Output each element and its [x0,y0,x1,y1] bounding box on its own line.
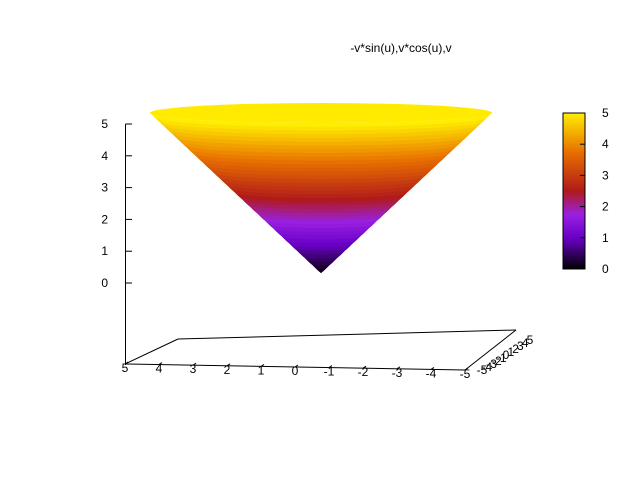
x-tick-mark [362,365,367,369]
x-tick-mark [294,364,299,368]
y-axis-line [464,329,517,371]
cone-surface [150,103,492,273]
z-axis-ticks: 0 1 2 3 4 5 [101,117,132,290]
x-tick-mark [192,362,197,366]
x-tick-label: -2 [358,365,369,379]
x-tick-mark [158,362,163,366]
x-axis-ticks: 5 4 3 2 1 0 -1 -2 -3 -4 -5 [122,361,471,381]
y-tick-label: 1 [507,345,514,359]
x-tick-label: -5 [460,367,471,381]
x-tick-label: -3 [392,366,403,380]
y-tick-label: 5 [527,333,534,347]
z-tick-label: 5 [101,117,108,131]
x-tick-mark [226,363,231,367]
x-tick-label: 2 [224,363,231,377]
y-tick-label: 0 [503,348,510,362]
x-tick-label: 3 [190,362,197,376]
y-tick-label: -5 [477,363,488,377]
x-tick-mark [124,361,129,365]
x-tick-mark [328,365,333,369]
z-tick-label: 3 [101,181,108,195]
colorbox-tick-label: 3 [602,168,609,182]
x-tick-mark [430,366,435,370]
y-tick-label: -3 [486,357,497,371]
surface-rim [150,103,492,123]
y-tick-label: 3 [517,339,524,353]
z-tick-label: 1 [101,244,108,258]
left-floor-line [124,338,179,365]
back-floor-line [177,329,517,340]
x-tick-mark [260,363,265,367]
base-floor [124,329,517,371]
x-tick-label: -4 [426,366,437,380]
z-tick-label: 2 [101,212,108,226]
x-tick-label: 5 [122,361,129,375]
x-tick-label: 4 [156,362,163,376]
y-tick-label: 2 [512,342,519,356]
colorbox-tick-label: 2 [602,200,609,214]
x-tick-mark [396,366,401,370]
x-tick-label: 1 [258,363,265,377]
colorbox-tick-label: 0 [602,262,609,276]
chart-title: -v*sin(u),v*cos(u),v [350,41,451,55]
z-tick-label: 4 [101,149,108,163]
surface-band [312,265,330,273]
y-tick-label: -1 [496,351,507,365]
x-tick-mark [464,367,469,371]
z-tick-label: 0 [101,276,108,290]
colorbox-tick-label: 4 [602,137,609,151]
colorbox-ticks: 0 1 2 3 4 5 [580,106,609,276]
y-tick-label: -2 [491,354,502,368]
surface-band [316,269,326,273]
colorbox-tick-label: 5 [602,106,609,120]
colorbox-tick-label: 1 [602,231,609,245]
colorbox [562,112,586,270]
y-tick-label: 4 [522,336,529,350]
x-tick-label: 0 [292,364,299,378]
x-tick-label: -1 [324,365,335,379]
y-tick-label: -4 [481,360,492,374]
